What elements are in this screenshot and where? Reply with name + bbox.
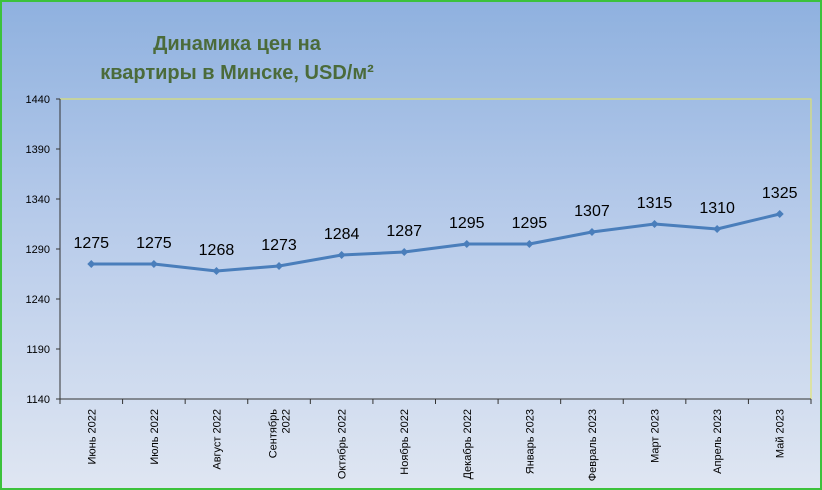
chart-title-line-1: Динамика цен на [153,33,321,55]
data-point-marker [212,267,221,275]
y-tick-label: 1240 [26,294,50,306]
data-label: 1273 [261,237,297,254]
data-label: 1275 [136,235,172,252]
data-label: 1310 [699,200,735,217]
x-category-label: Июнь 2022 [86,409,98,465]
data-point-marker [400,248,409,256]
y-tick-label: 1390 [26,144,50,156]
x-category-label: Январь 2023 [524,409,536,474]
x-category-label: Июль 2022 [149,409,161,465]
data-label: 1307 [574,203,610,220]
chart-title-line-2: квартиры в Минске, USD/м² [100,62,374,84]
x-category-label: Август 2022 [211,409,223,470]
x-category-label: Сентябрь [268,409,280,459]
x-category-label: Октябрь 2022 [337,409,349,479]
data-point-marker [87,260,96,268]
data-label: 1295 [512,215,548,232]
data-point-marker [462,240,471,248]
x-category-label: Ноябрь 2022 [399,409,411,475]
y-tick-label: 1190 [26,344,50,356]
y-tick-label: 1440 [26,94,50,106]
data-point-marker [587,228,596,236]
series-line [91,212,781,273]
data-label: 1287 [386,223,422,240]
data-point-marker [650,220,659,228]
data-point-marker [713,225,722,233]
x-category-label: Декабрь 2022 [462,409,474,479]
data-point-marker [775,210,784,218]
data-point-marker [275,262,284,270]
x-category-label: Май 2023 [775,409,787,458]
x-category-label: Апрель 2023 [712,409,724,474]
data-label: 1275 [73,235,109,252]
data-label: 1315 [637,195,673,212]
data-label: 1325 [762,185,798,202]
y-tick-label: 1340 [26,194,50,206]
x-category-label: Февраль 2023 [587,409,599,481]
chart-title: Динамика цен на квартиры в Минске, USD/м… [62,30,412,88]
x-category-label: Март 2023 [650,409,662,463]
data-label: 1284 [324,226,360,243]
data-label: 1295 [449,215,485,232]
x-category-label: 2022 [281,409,293,433]
data-label: 1268 [199,242,235,259]
data-point-marker [149,260,158,268]
data-point-marker [337,251,346,259]
y-tick-label: 1290 [26,244,50,256]
y-tick-label: 1140 [26,394,50,406]
data-point-marker [525,240,534,248]
